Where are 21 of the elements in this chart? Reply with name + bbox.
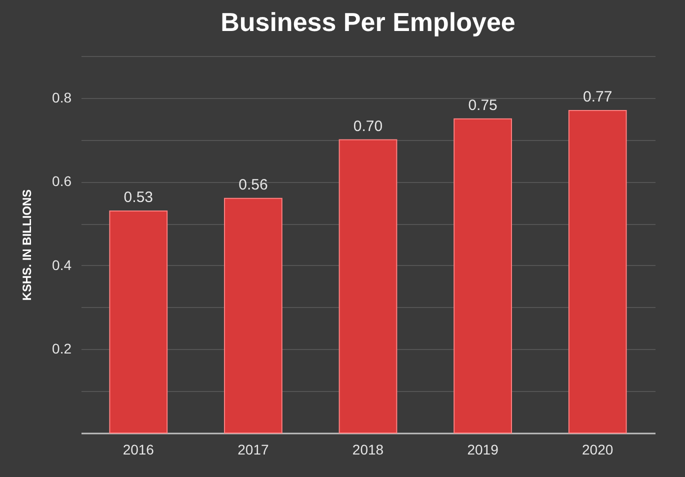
bar: [454, 118, 512, 434]
bar: [568, 110, 627, 434]
x-tick-label: 2016: [122, 442, 154, 458]
bar: [338, 139, 398, 434]
x-tick-label: 2018: [352, 442, 384, 458]
x-tick-label: 2017: [238, 442, 269, 458]
bar: [109, 210, 168, 434]
bar: [224, 198, 282, 434]
y-tick-label: 0.6: [52, 173, 72, 190]
y-axis-title: KSHS. IN BILLIONS: [20, 189, 34, 301]
y-tick-label: 0.8: [52, 89, 72, 106]
x-tick-label: 2019: [467, 442, 499, 458]
data-label: 0.75: [468, 96, 498, 114]
y-tick-label: 0.2: [52, 340, 72, 357]
data-label: 0.70: [353, 118, 383, 135]
data-label: 0.77: [583, 88, 612, 106]
x-tick-label: 2020: [582, 442, 614, 458]
data-label: 0.56: [238, 176, 268, 194]
y-tick-label: 0.4: [52, 256, 72, 273]
data-label: 0.53: [124, 188, 153, 206]
chart-title: Business Per Employee: [220, 7, 516, 37]
